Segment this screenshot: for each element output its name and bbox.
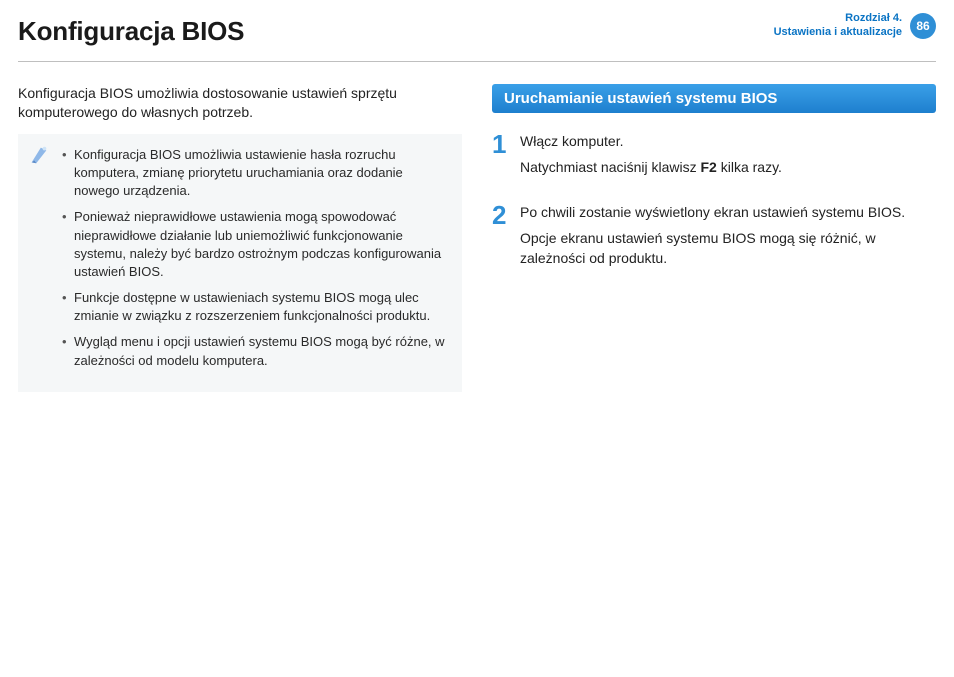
step-number: 2 bbox=[492, 202, 510, 275]
chapter-label: Rozdział 4. Ustawienia i aktualizacje bbox=[774, 12, 902, 40]
note-box: Konfiguracja BIOS umożliwia ustawienie h… bbox=[18, 134, 462, 392]
step-body: Włącz komputer. Natychmiast naciśnij kla… bbox=[520, 131, 782, 184]
note-icon bbox=[28, 144, 50, 166]
page: Konfiguracja BIOS Rozdział 4. Ustawienia… bbox=[0, 0, 954, 677]
step-text: kilka razy. bbox=[717, 159, 782, 175]
step-text: Włącz komputer. bbox=[520, 133, 623, 149]
note-list: Konfiguracja BIOS umożliwia ustawienie h… bbox=[62, 146, 448, 370]
step-line: Po chwili zostanie wyświetlony ekran ust… bbox=[520, 202, 936, 222]
step-body: Po chwili zostanie wyświetlony ekran ust… bbox=[520, 202, 936, 275]
chapter-line2: Ustawienia i aktualizacje bbox=[774, 26, 902, 40]
note-item: Wygląd menu i opcji ustawień systemu BIO… bbox=[62, 333, 448, 369]
step-text: Natychmiast naciśnij klawisz bbox=[520, 159, 701, 175]
content-columns: Konfiguracja BIOS umożliwia dostosowanie… bbox=[18, 84, 936, 392]
note-item: Funkcje dostępne w ustawieniach systemu … bbox=[62, 289, 448, 325]
left-column: Konfiguracja BIOS umożliwia dostosowanie… bbox=[18, 84, 462, 392]
chapter-line1: Rozdział 4. bbox=[774, 12, 902, 26]
step: 2 Po chwili zostanie wyświetlony ekran u… bbox=[492, 202, 936, 275]
note-item: Konfiguracja BIOS umożliwia ustawienie h… bbox=[62, 146, 448, 201]
intro-text: Konfiguracja BIOS umożliwia dostosowanie… bbox=[18, 84, 462, 122]
page-number-badge: 86 bbox=[910, 13, 936, 39]
step-line: Opcje ekranu ustawień systemu BIOS mogą … bbox=[520, 228, 936, 269]
step-number: 1 bbox=[492, 131, 510, 184]
section-heading: Uruchamianie ustawień systemu BIOS bbox=[492, 84, 936, 113]
step-text: Po chwili zostanie wyświetlony ekran ust… bbox=[520, 204, 905, 220]
header-right: Rozdział 4. Ustawienia i aktualizacje 86 bbox=[774, 12, 936, 40]
step: 1 Włącz komputer. Natychmiast naciśnij k… bbox=[492, 131, 936, 184]
step-line: Włącz komputer. bbox=[520, 131, 782, 151]
note-item: Ponieważ nieprawidłowe ustawienia mogą s… bbox=[62, 208, 448, 281]
page-header: Konfiguracja BIOS Rozdział 4. Ustawienia… bbox=[18, 16, 936, 62]
step-line: Natychmiast naciśnij klawisz F2 kilka ra… bbox=[520, 157, 782, 177]
key-label: F2 bbox=[701, 159, 717, 175]
step-text: Opcje ekranu ustawień systemu BIOS mogą … bbox=[520, 230, 876, 266]
right-column: Uruchamianie ustawień systemu BIOS 1 Włą… bbox=[492, 84, 936, 392]
